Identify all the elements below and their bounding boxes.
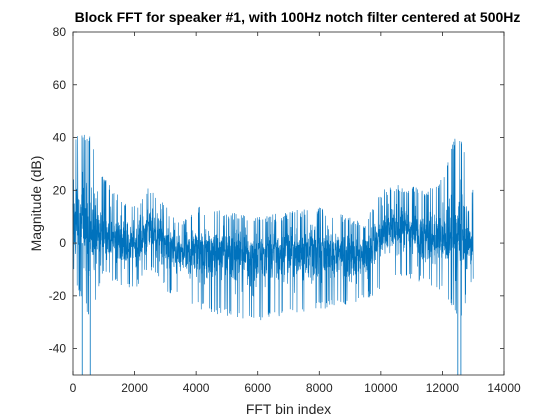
- x-tick-label: 12000: [426, 381, 460, 395]
- x-tick-label: 2000: [121, 381, 148, 395]
- y-tick-label: 60: [53, 78, 67, 92]
- chart-title: Block FFT for speaker #1, with 100Hz not…: [75, 9, 521, 25]
- y-tick-label: 40: [53, 131, 67, 145]
- x-tick-label: 14000: [487, 381, 521, 395]
- x-tick-label: 0: [70, 381, 77, 395]
- ticks-layer: 0 2000 4000 6000 8000 10000 12000 14000 -40 -20 0 2…: [49, 25, 521, 395]
- x-axis-label: FFT bin index: [246, 401, 331, 417]
- y-tick-label: 80: [53, 25, 67, 39]
- y-tick-label: 0: [59, 236, 66, 250]
- y-axis-label: Magnitude (dB): [28, 156, 44, 252]
- plot-area: 0 2000 4000 6000 8000 10000 12000 14000 -40 -20 0 2…: [49, 25, 521, 395]
- axes-box: [72, 31, 505, 376]
- series-layer: [72, 134, 474, 375]
- y-tick-label: -20: [49, 289, 67, 303]
- series-line: [72, 134, 474, 321]
- y-tick-label: 20: [53, 183, 67, 197]
- x-tick-label: 10000: [364, 381, 398, 395]
- x-tick-label: 8000: [306, 381, 333, 395]
- x-tick-label: 4000: [183, 381, 210, 395]
- y-tick-label: -40: [49, 342, 67, 356]
- x-tick-label: 6000: [244, 381, 271, 395]
